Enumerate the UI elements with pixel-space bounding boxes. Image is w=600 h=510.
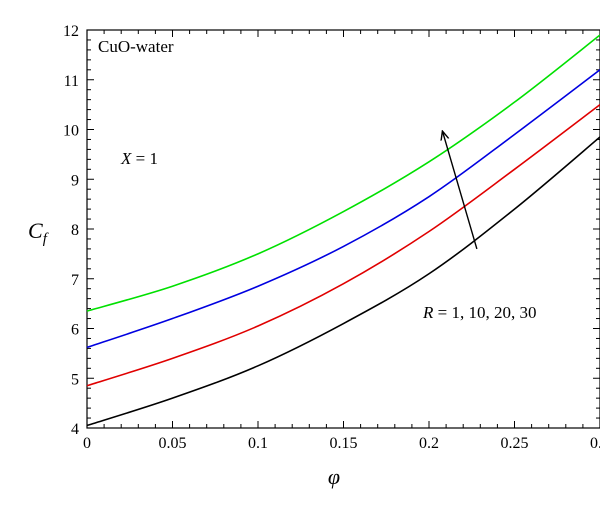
x-tick-label: 0.1 — [248, 435, 268, 452]
x-tick-labels: 0 0.05 0.1 0.15 0.2 0.25 0.3 — [83, 435, 600, 452]
y-tick-label: 6 — [71, 322, 79, 339]
axis-ticks — [86, 29, 600, 429]
y-axis-label-main: C — [28, 218, 43, 243]
y-tick-label: 8 — [71, 222, 79, 239]
x-param-value: = 1 — [131, 149, 158, 168]
fluid-label: CuO-water — [98, 37, 174, 56]
y-tick-label: 11 — [64, 73, 79, 90]
y-tick-label: 10 — [63, 123, 79, 140]
x-tick-label: 0 — [83, 435, 91, 452]
y-axis-label-sub: f — [43, 231, 49, 247]
series-line-2 — [86, 103, 600, 387]
y-tick-label: 7 — [71, 272, 79, 289]
x-tick-label: 0.2 — [419, 435, 439, 452]
series-line-3 — [86, 69, 600, 349]
r-param-values: = 1, 10, 20, 30 — [433, 303, 536, 322]
x-param-label: X = 1 — [120, 149, 158, 168]
x-tick-label: 0.05 — [159, 435, 187, 452]
y-axis-label: Cf — [28, 218, 49, 247]
y-tick-label: 5 — [71, 371, 79, 388]
series-lines — [86, 34, 600, 427]
x-axis-label: φ — [328, 464, 340, 489]
series-line-1 — [86, 136, 600, 427]
plot-frame — [86, 29, 600, 429]
series-line-4 — [86, 34, 600, 312]
x-tick-label: 0.15 — [330, 435, 358, 452]
x-param-var: X — [120, 149, 132, 168]
x-tick-label: 0.25 — [501, 435, 529, 452]
increasing-r-arrow — [443, 132, 478, 250]
x-tick-label: 0.3 — [590, 435, 600, 452]
r-param-var: R — [422, 303, 434, 322]
y-tick-label: 12 — [63, 23, 79, 40]
y-tick-label: 9 — [71, 172, 79, 189]
y-tick-label: 4 — [71, 421, 79, 438]
r-param-label: R = 1, 10, 20, 30 — [422, 303, 536, 322]
y-tick-labels: 4 5 6 7 8 9 10 11 12 — [63, 23, 79, 438]
